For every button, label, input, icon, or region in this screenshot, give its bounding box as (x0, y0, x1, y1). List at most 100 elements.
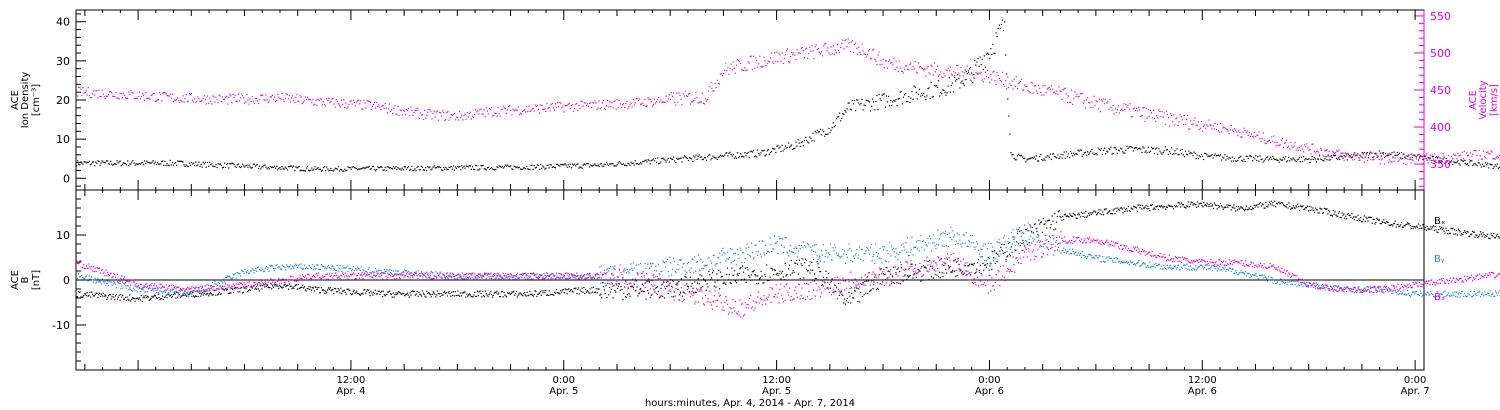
density-point (1477, 162, 1479, 164)
bx-point (248, 289, 251, 291)
density-point (885, 95, 888, 97)
velocity-point (385, 107, 387, 109)
velocity-point (301, 103, 303, 105)
bx-point (1234, 207, 1236, 209)
velocity-point (599, 108, 601, 110)
density-point (524, 167, 526, 169)
velocity-point (1315, 151, 1317, 153)
velocity-point (1409, 157, 1411, 159)
density-point (1385, 153, 1387, 155)
density-point (405, 168, 408, 170)
velocity-point (561, 107, 563, 109)
velocity-point (995, 83, 997, 85)
velocity-point (818, 51, 820, 53)
density-point (400, 169, 402, 171)
bx-point (918, 269, 920, 271)
density-point (200, 163, 202, 166)
bx-point (1393, 223, 1395, 225)
velocity-point (1155, 120, 1157, 122)
density-point (360, 168, 362, 170)
density-point (679, 157, 681, 159)
bx-point (107, 297, 109, 299)
density-point (569, 163, 571, 165)
velocity-point (193, 101, 195, 103)
velocity-point (492, 115, 494, 117)
density-point (886, 101, 889, 103)
bx-point (1041, 231, 1043, 233)
density-point (1440, 161, 1442, 163)
density-point (325, 170, 327, 172)
bx-point (1104, 208, 1106, 210)
bx-point (786, 274, 788, 276)
velocity-point (742, 69, 744, 71)
bx-point (397, 291, 400, 293)
density-point (404, 166, 406, 168)
bx-point (382, 296, 384, 298)
density-point (354, 167, 356, 169)
velocity-point (398, 114, 400, 117)
bx-point (672, 279, 674, 282)
bx-point (813, 273, 816, 275)
density-point (346, 169, 348, 171)
bx-point (1494, 237, 1497, 239)
density-point (952, 91, 955, 93)
density-point (1381, 152, 1383, 154)
density-point (869, 110, 872, 112)
density-point (1289, 160, 1291, 162)
density-point (1136, 147, 1138, 149)
bx-point (422, 292, 424, 294)
velocity-point (736, 59, 739, 61)
bx-point (1267, 206, 1269, 208)
velocity-point (271, 94, 273, 96)
density-point (232, 162, 234, 164)
velocity-point (1082, 102, 1084, 104)
density-point (297, 166, 299, 168)
bx-point (965, 270, 967, 272)
velocity-point (973, 77, 975, 79)
density-point (1015, 159, 1017, 161)
velocity-point (1076, 93, 1078, 95)
density-point (857, 99, 859, 101)
density-point (418, 169, 420, 171)
density-point (1410, 153, 1412, 155)
bx-point (202, 294, 204, 296)
density-point (1038, 160, 1040, 162)
density-point (1352, 156, 1354, 158)
bx-point (1212, 204, 1214, 206)
bx-point (562, 289, 564, 291)
velocity-point (866, 54, 868, 56)
velocity-point (1146, 117, 1148, 119)
velocity-point (1242, 131, 1244, 133)
velocity-point (330, 100, 332, 102)
velocity-point (161, 100, 163, 102)
density-point (212, 165, 214, 167)
bx-point (919, 270, 921, 272)
density-point (1484, 165, 1486, 167)
velocity-point (827, 47, 829, 49)
density-point (574, 163, 576, 165)
bx-point (1040, 221, 1042, 223)
velocity-point (757, 66, 759, 68)
bx-point (1385, 222, 1387, 224)
velocity-point (316, 104, 318, 106)
density-point (1239, 156, 1241, 158)
density-point (1237, 159, 1239, 162)
density-point (1298, 157, 1300, 159)
density-point (355, 167, 358, 170)
velocity-point (661, 101, 663, 103)
velocity-point (1436, 161, 1438, 163)
bx-point (446, 295, 448, 297)
velocity-point (948, 70, 950, 72)
bx-point (623, 292, 625, 294)
density-point (1439, 161, 1441, 163)
bx-point (1127, 205, 1129, 208)
bx-point (1257, 206, 1259, 208)
bx-point (993, 257, 995, 259)
velocity-point (563, 111, 565, 113)
velocity-point (295, 96, 297, 98)
bx-point (1066, 215, 1068, 217)
bx-point (1071, 215, 1073, 217)
density-point (584, 164, 586, 166)
velocity-point (867, 50, 869, 52)
bx-point (933, 269, 935, 271)
